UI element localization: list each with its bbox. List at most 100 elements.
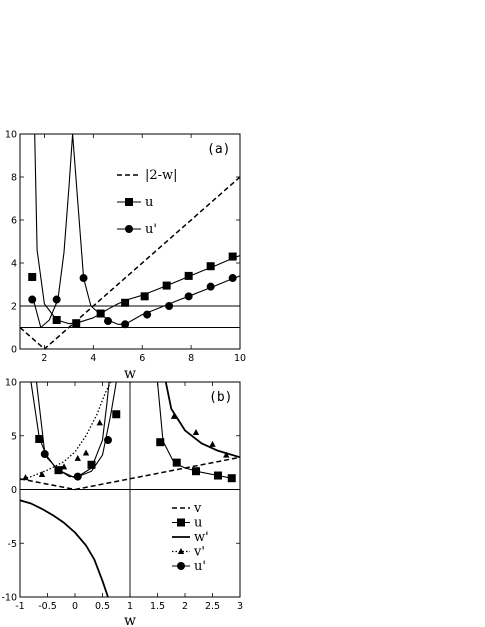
- marker-u: [52, 295, 61, 304]
- marker-u: [52, 315, 61, 324]
- marker-v: [96, 419, 103, 426]
- marker-u: [140, 292, 149, 301]
- marker-u: [228, 274, 237, 283]
- y-tick-label: 10: [5, 378, 17, 389]
- y-tick-label: 2: [11, 302, 17, 313]
- y-tick-label: 6: [11, 216, 17, 227]
- x-tick-label: 8: [188, 353, 194, 364]
- marker-u: [228, 252, 237, 261]
- y-tick-label: 8: [11, 173, 17, 184]
- marker-u: [227, 474, 236, 483]
- panel-b-legend: vuw'v'u': [172, 501, 209, 574]
- legend-marker-u: [177, 518, 185, 527]
- panel-b-x-axis-label: w: [124, 613, 136, 627]
- marker-u: [54, 466, 63, 475]
- marker-v: [74, 454, 81, 461]
- series-line-w: [20, 499, 109, 597]
- legend-label-w: w': [194, 530, 209, 545]
- legend-label--2-w: |2-w|: [145, 168, 178, 183]
- marker-u: [104, 317, 112, 326]
- y-tick-label: -10: [1, 593, 17, 604]
- marker-u: [156, 438, 165, 447]
- series-line-ref-7: [164, 382, 240, 459]
- legend-label-u: u: [194, 516, 202, 531]
- marker-v: [209, 440, 216, 447]
- panel-b-markers: [22, 410, 236, 483]
- marker-u: [184, 271, 193, 280]
- x-tick-label: 4: [90, 353, 96, 364]
- marker-u: [143, 310, 152, 319]
- x-tick-label: -0.5: [38, 601, 57, 612]
- legend-marker-v: [177, 548, 185, 554]
- marker-v: [82, 449, 90, 456]
- marker-u: [79, 274, 88, 283]
- marker-u: [35, 434, 44, 443]
- marker-u: [96, 309, 105, 318]
- marker-v: [223, 451, 230, 458]
- panel-a: 2 4 6 8 10 0 2 4 6 8 10 (a) w |2-w| u u': [5, 130, 246, 383]
- legend-label-u: u': [194, 559, 206, 574]
- legend-label-v: v': [193, 545, 205, 560]
- y-tick-label: -5: [8, 539, 17, 550]
- marker-u: [112, 410, 121, 419]
- y-tick-label: 5: [11, 431, 17, 442]
- marker-u: [206, 282, 215, 291]
- panel-b-ticks: -1 -0.5 0 0.5 1 1.5 2 2.5 3 -10 -5 0 5 10: [1, 378, 243, 613]
- legend-marker-u: [177, 562, 185, 570]
- x-tick-label: 2: [182, 601, 188, 612]
- panel-a-x-axis-label: w: [124, 366, 136, 382]
- x-tick-label: 6: [139, 353, 145, 364]
- marker-v: [60, 463, 68, 470]
- marker-u: [28, 272, 37, 281]
- panel-b: -1 -0.5 0 0.5 1 1.5 2 2.5 3 -10 -5 0 5 10 (b) w vuw'v…: [1, 378, 243, 627]
- x-tick-label: -1: [15, 601, 24, 612]
- panel-a-markers: [28, 252, 237, 329]
- marker-v: [22, 474, 29, 481]
- panel-a-label: (a): [207, 142, 230, 157]
- x-tick-label: 1.5: [150, 601, 165, 612]
- series-line--2-w: [20, 176, 240, 349]
- legend-marker-u: [125, 198, 133, 206]
- series-line-u: [32, 134, 240, 329]
- marker-v: [170, 412, 178, 419]
- x-tick-label: 0.5: [95, 601, 110, 612]
- y-tick-label: 0: [11, 345, 17, 356]
- marker-u: [165, 302, 174, 310]
- legend-marker-u: [125, 225, 133, 233]
- x-tick-label: 2: [41, 353, 47, 364]
- marker-u: [73, 472, 82, 481]
- panel-a-ticks: 2 4 6 8 10 0 2 4 6 8 10: [5, 130, 246, 365]
- marker-u: [206, 262, 215, 271]
- series-line-u: [35, 382, 110, 478]
- marker-u: [104, 436, 112, 445]
- panel-a-legend: |2-w| u u': [117, 168, 178, 237]
- x-tick-label: 3: [237, 601, 243, 612]
- panel-b-label: (b): [209, 390, 232, 405]
- x-tick-label: 0: [72, 601, 78, 612]
- legend-label-u: u: [145, 195, 153, 210]
- marker-u: [214, 471, 222, 480]
- marker-u: [28, 295, 37, 304]
- panel-b-series: [20, 382, 240, 597]
- x-tick-label: 2.5: [205, 601, 220, 612]
- marker-u: [192, 467, 200, 476]
- marker-u: [72, 319, 81, 328]
- x-tick-label: 10: [234, 353, 246, 364]
- marker-v: [38, 470, 46, 477]
- y-tick-label: 4: [11, 259, 17, 270]
- marker-u: [87, 460, 96, 469]
- marker-u: [162, 281, 171, 290]
- legend-label-u: u': [145, 222, 157, 237]
- y-tick-label: 0: [11, 485, 17, 496]
- marker-u: [184, 292, 193, 301]
- marker-u: [121, 320, 130, 329]
- y-tick-label: 10: [5, 130, 17, 141]
- marker-u: [172, 458, 181, 467]
- panel-a-frame: [19, 133, 241, 350]
- legend-label-v: v: [193, 501, 202, 516]
- x-tick-label: 1: [127, 601, 133, 612]
- marker-v: [192, 429, 200, 436]
- marker-u: [40, 450, 49, 459]
- marker-u: [121, 298, 130, 307]
